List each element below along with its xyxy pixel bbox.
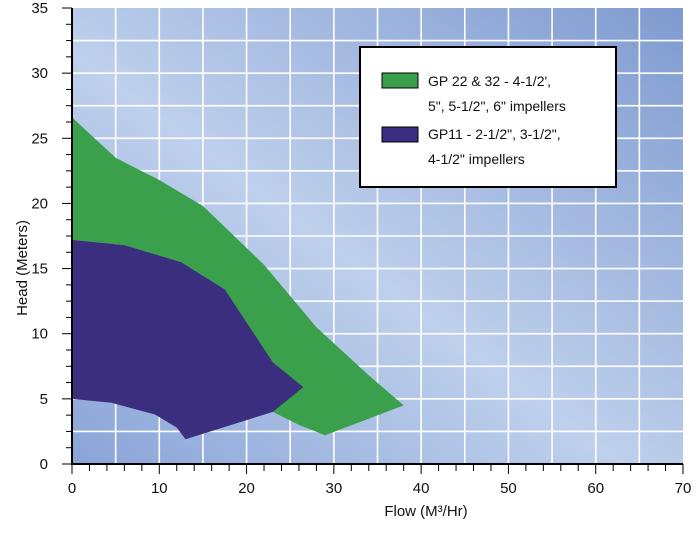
tick-labels: 0 10 20 30 40 50 60 70 0 5 10 15 20 25 30 35 — [31, 0, 691, 497]
legend-label-gp11-line2: 4-1/2" impellers — [428, 151, 525, 167]
legend-label-gp22: GP 22 & 32 - 4-1/2', — [428, 73, 551, 89]
x-tick-label: 50 — [500, 480, 517, 497]
series-areas — [72, 117, 404, 440]
series-area-0 — [72, 117, 404, 436]
axes — [62, 7, 684, 474]
series-area-1 — [72, 239, 304, 440]
legend-label-gp22-line2: 5", 5-1/2", 6" impellers — [428, 98, 566, 114]
x-tick-label: 0 — [68, 480, 76, 497]
legend-swatch-gp11 — [381, 126, 419, 143]
y-tick-label: 10 — [31, 326, 48, 343]
legend-label-gp11: GP11 - 2-1/2", 3-1/2", — [428, 126, 561, 142]
legend-swatch-gp22 — [381, 72, 419, 89]
y-tick-label: 0 — [40, 456, 48, 473]
legend: GP 22 & 32 - 4-1/2', 5", 5-1/2", 6" impe… — [359, 46, 617, 188]
x-tick-label: 70 — [675, 480, 692, 497]
y-tick-label: 20 — [31, 195, 48, 212]
legend-box — [359, 46, 617, 188]
y-tick-label: 25 — [31, 130, 48, 147]
y-tick-label: 5 — [40, 391, 48, 408]
y-tick-label: 15 — [31, 261, 48, 278]
x-tick-label: 40 — [413, 480, 430, 497]
x-tick-label: 10 — [151, 480, 168, 497]
y-tick-label: 30 — [31, 65, 48, 82]
x-tick-label: 60 — [587, 480, 604, 497]
y-tick-label: 35 — [31, 0, 48, 17]
x-tick-label: 20 — [238, 480, 255, 497]
x-tick-label: 30 — [326, 480, 343, 497]
x-axis-title: Flow (M³/Hr) — [384, 503, 467, 520]
y-axis-title: Head (Meters) — [14, 220, 31, 316]
